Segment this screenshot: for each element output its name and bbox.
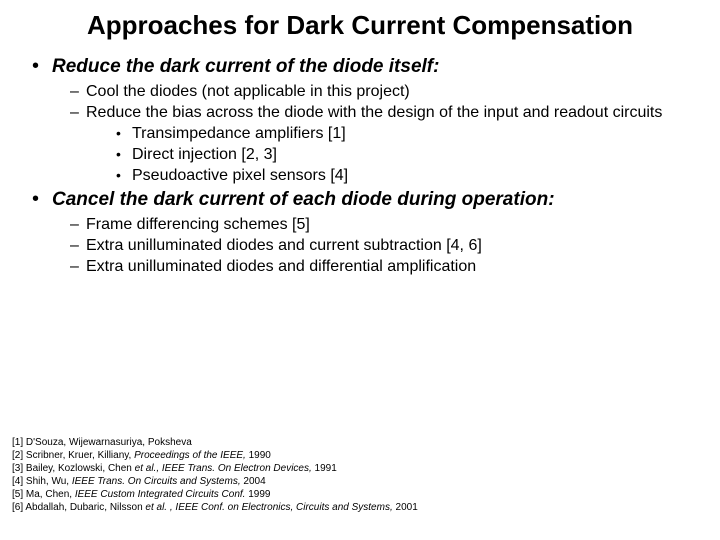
bullet-l2-text: Reduce the bias across the diode with th…: [86, 104, 662, 121]
references-block: [1] D'Souza, Wijewarnasuriya, Poksheva […: [12, 436, 418, 514]
reference: [4] Shih, Wu, IEEE Trans. On Circuits an…: [12, 475, 418, 488]
bullet-l2: Extra unilluminated diodes and current s…: [70, 235, 700, 256]
reference: [1] D'Souza, Wijewarnasuriya, Poksheva: [12, 436, 418, 449]
reference: [6] Abdallah, Dubaric, Nilsson et al. , …: [12, 501, 418, 514]
bullet-l1-text: Reduce the dark current of the diode its…: [52, 56, 439, 77]
reference: [2] Scribner, Kruer, Killiany, Proceedin…: [12, 449, 418, 462]
slide-title: Approaches for Dark Current Compensation: [0, 0, 720, 55]
bullet-l1: Cancel the dark current of each diode du…: [32, 188, 700, 277]
reference: [3] Bailey, Kozlowski, Chen et al., IEEE…: [12, 462, 418, 475]
bullet-l3: Pseudoactive pixel sensors [4]: [116, 165, 700, 186]
bullet-l2: Frame differencing schemes [5]: [70, 214, 700, 235]
reference: [5] Ma, Chen, IEEE Custom Integrated Cir…: [12, 488, 418, 501]
bullet-l1: Reduce the dark current of the diode its…: [32, 55, 700, 186]
bullet-l2: Cool the diodes (not applicable in this …: [70, 81, 700, 102]
slide-content: Reduce the dark current of the diode its…: [0, 55, 720, 277]
bullet-l2: Extra unilluminated diodes and different…: [70, 256, 700, 277]
bullet-l1-text: Cancel the dark current of each diode du…: [52, 189, 555, 210]
bullet-l3: Transimpedance amplifiers [1]: [116, 123, 700, 144]
bullet-l3: Direct injection [2, 3]: [116, 144, 700, 165]
bullet-l2: Reduce the bias across the diode with th…: [70, 102, 700, 186]
